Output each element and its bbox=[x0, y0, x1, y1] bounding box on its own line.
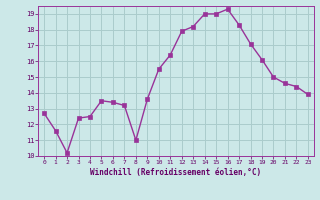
X-axis label: Windchill (Refroidissement éolien,°C): Windchill (Refroidissement éolien,°C) bbox=[91, 168, 261, 177]
